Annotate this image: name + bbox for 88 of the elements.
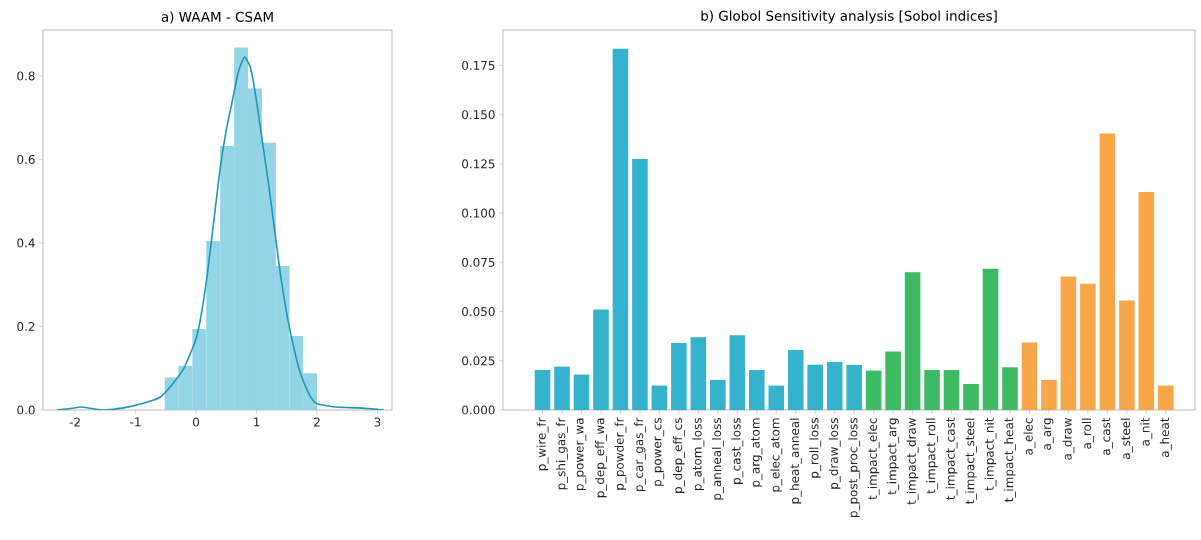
bar — [1158, 385, 1174, 410]
y-tick-label: 0.150 — [462, 110, 495, 120]
x-tick-label: t_impact_arg — [887, 418, 900, 495]
x-tick-label: t_impact_elec — [867, 418, 880, 500]
x-tick-label: a_roll — [1081, 418, 1094, 449]
bar — [846, 364, 862, 410]
x-tick-label: p_anneal_loss — [711, 418, 724, 500]
bar — [768, 385, 785, 410]
bar — [1041, 379, 1057, 410]
bar — [1099, 133, 1116, 410]
x-tick-label: p_car_gas_fr — [633, 417, 646, 492]
x-tick-label: a_cast — [1101, 417, 1113, 455]
bar — [632, 158, 648, 410]
x-tick-label: 2 — [314, 417, 320, 427]
x-tick-label: a_heat — [1159, 417, 1172, 458]
bar — [671, 343, 687, 410]
x-tick-label: t_impact_steel — [965, 418, 977, 504]
x-tick-label: p_power_cs — [654, 418, 665, 486]
bar — [612, 48, 629, 410]
bar — [904, 272, 921, 410]
line-series — [56, 56, 385, 410]
bar — [690, 337, 707, 410]
bar — [924, 370, 940, 410]
x-tick-label: t_impact_draw — [906, 418, 919, 505]
bar — [729, 335, 746, 410]
y-tick-label: 0.2 — [17, 321, 35, 331]
x-tick-label: p_elec_atom — [770, 418, 783, 492]
x-tick-label: a_nit — [1140, 417, 1153, 446]
bar — [554, 366, 570, 410]
y-tick-label: 0.050 — [462, 307, 495, 317]
bar — [593, 309, 609, 410]
bar — [1021, 342, 1038, 410]
x-tick-label: a_draw — [1062, 418, 1075, 460]
bar — [749, 370, 765, 410]
y-tick-label: 0.025 — [462, 356, 495, 366]
y-tick-label: 0.8 — [17, 71, 35, 81]
x-tick-label: p_wire_fr — [536, 417, 549, 471]
bar — [787, 349, 804, 410]
bar — [1060, 276, 1077, 410]
x-tick-label: p_dep_eff_cs — [672, 418, 685, 493]
x-tick-label: p_powder_fr — [614, 417, 627, 490]
x-tick-label: a_steel — [1120, 418, 1133, 460]
bar — [885, 351, 901, 410]
bar — [534, 370, 551, 410]
x-tick-label: t_impact_roll — [926, 418, 939, 494]
bar — [963, 384, 979, 410]
x-tick-label: p_arg_atom — [751, 418, 763, 487]
y-tick-label: 0.075 — [462, 257, 495, 267]
bar — [710, 379, 726, 410]
x-tick-label: -2 — [69, 417, 80, 427]
x-tick-label: p_shi_gas_fr — [556, 417, 568, 490]
x-tick-label: p_roll_loss — [809, 418, 822, 478]
x-tick-label: 3 — [374, 417, 381, 427]
x-tick-label: t_impact_cast — [945, 417, 958, 500]
bar — [1138, 192, 1155, 410]
y-tick-label: 0.175 — [462, 60, 495, 70]
y-tick-label: 0.100 — [462, 208, 495, 218]
y-tick-label: 0.125 — [462, 159, 495, 169]
x-tick-label: p_atom_loss — [692, 418, 705, 491]
x-tick-label: t_impact_nit — [984, 417, 997, 491]
x-tick-label: a_arg — [1044, 418, 1054, 450]
x-tick-label: p_cast_loss — [731, 418, 744, 484]
bar — [826, 361, 843, 410]
x-tick-label: -1 — [130, 417, 141, 427]
bar — [807, 364, 824, 410]
bar — [943, 370, 960, 410]
y-tick-label: 0.4 — [17, 238, 35, 248]
bar — [865, 370, 882, 410]
y-tick-label: 0.6 — [17, 154, 35, 164]
bar — [1080, 283, 1096, 410]
y-tick-label: 0.0 — [17, 405, 35, 415]
chart-title: a) WAAM - CSAM — [161, 11, 273, 24]
x-tick-label: p_heat_anneal — [789, 418, 802, 504]
chart-title: b) Globol Sensitivity analysis [Sobol indices] — [701, 10, 997, 24]
x-tick-label: p_draw_loss — [828, 418, 841, 489]
y-tick-label: 0.000 — [462, 405, 495, 415]
bar — [1002, 367, 1018, 410]
bar — [651, 385, 668, 410]
x-tick-label: p_power_wa — [576, 418, 587, 491]
x-tick-label: p_post_proc_loss — [848, 418, 861, 518]
x-tick-label: 1 — [254, 417, 260, 427]
x-tick-label: p_dep_eff_wa — [595, 418, 607, 498]
bar — [1119, 300, 1135, 410]
bar — [982, 268, 999, 410]
x-tick-label: a_elec — [1023, 418, 1036, 455]
bar — [573, 374, 590, 410]
x-tick-label: 0 — [193, 417, 200, 427]
x-tick-label: t_impact_heat — [1004, 417, 1016, 502]
